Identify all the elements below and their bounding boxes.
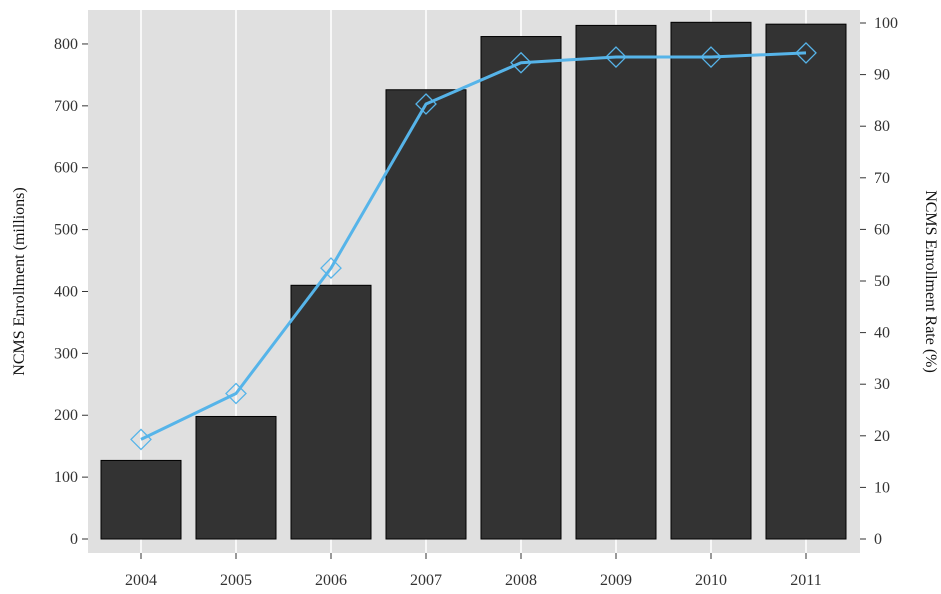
bar-2011: [765, 23, 847, 540]
bar-2004: [100, 459, 182, 540]
bar-2009: [575, 24, 657, 540]
rate-marker-2008: [510, 51, 532, 74]
left-tick-label: 300: [54, 345, 78, 362]
right-tick-label: 20: [874, 428, 890, 445]
left-tick-label: 100: [54, 469, 78, 486]
rate-marker-2005: [225, 382, 247, 405]
bar-2005: [195, 415, 277, 540]
left-y-axis: 0 100 200 300 400 500 600 700 800: [54, 36, 88, 548]
bar-2010: [670, 21, 752, 540]
left-tick-label: 600: [54, 160, 78, 177]
right-tick-label: 40: [874, 325, 890, 342]
rate-marker-2007: [415, 93, 437, 115]
left-tick-label: 500: [54, 222, 78, 239]
right-tick-label: 0: [874, 531, 882, 548]
x-tick-label-2010: 2010: [695, 572, 727, 589]
right-tick-label: 80: [874, 118, 890, 135]
bar-2008: [480, 36, 562, 540]
rate-marker-2011: [795, 42, 817, 64]
x-axis: 2004 2005 2006 2007 2008 2009 2010 2011: [125, 553, 822, 589]
right-tick-label: 100: [874, 15, 898, 32]
right-tick-label: 60: [874, 221, 890, 238]
x-tick-label-2009: 2009: [600, 572, 632, 589]
right-tick-label: 50: [874, 273, 890, 290]
x-tick-label-2007: 2007: [410, 572, 442, 589]
left-axis-title: NCMS Enrollment (millions): [11, 187, 28, 375]
left-tick-label: 400: [54, 283, 78, 300]
rate-marker-2010: [700, 46, 722, 68]
left-tick-label: 800: [54, 36, 78, 53]
right-y-axis: 0 10 20 30 40 50 60 70 80 90 100: [860, 15, 898, 548]
bar-series: [100, 21, 847, 540]
x-tick-label-2006: 2006: [315, 572, 347, 589]
rate-marker-2006: [320, 257, 342, 280]
rate-line-series: [130, 42, 817, 451]
bar-2007: [385, 89, 467, 540]
rate-line: [140, 51, 807, 441]
x-tick-label-2004: 2004: [125, 572, 157, 589]
right-tick-label: 70: [874, 170, 890, 187]
right-axis-title: NCMS Enrollment Rate (%): [922, 190, 939, 373]
right-tick-label: 90: [874, 67, 890, 84]
rate-marker-2009: [605, 46, 627, 68]
right-tick-label: 30: [874, 376, 890, 393]
x-tick-label-2008: 2008: [505, 572, 537, 589]
x-tick-label-2005: 2005: [220, 572, 252, 589]
left-tick-label: 700: [54, 98, 78, 115]
left-tick-label: 200: [54, 407, 78, 424]
left-tick-label: 0: [70, 531, 78, 548]
bar-2006: [290, 284, 372, 540]
right-tick-label: 10: [874, 479, 890, 496]
x-tick-label-2011: 2011: [790, 572, 821, 589]
rate-marker-2004: [130, 428, 152, 451]
